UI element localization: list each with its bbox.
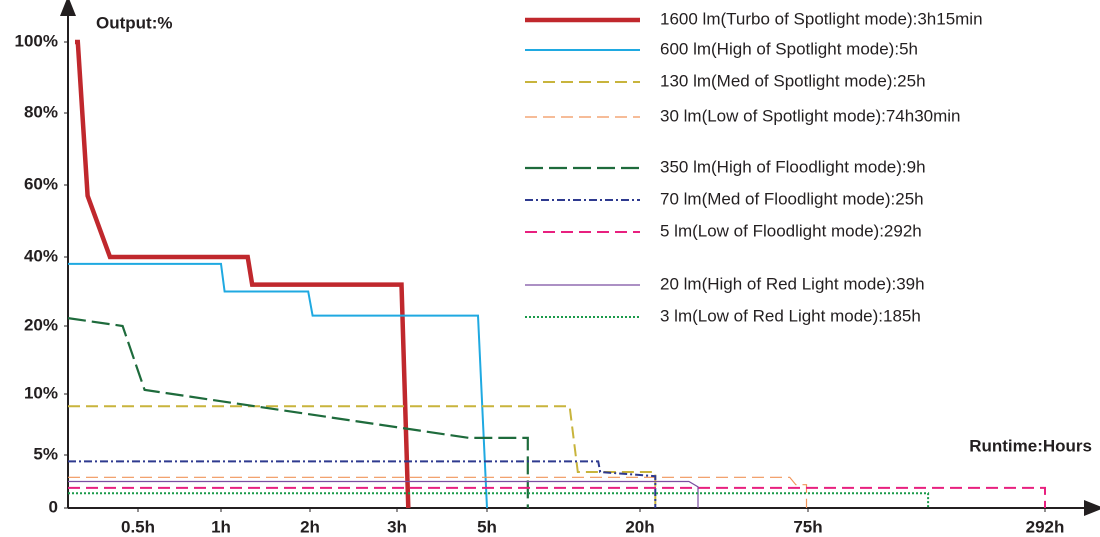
x-tick-label: 1h xyxy=(211,517,231,536)
series-line xyxy=(68,476,808,508)
legend-label: 1600 lm(Turbo of Spotlight mode):3h15min xyxy=(660,9,983,28)
legend-label: 130 lm(Med of Spotlight mode):25h xyxy=(660,71,926,90)
y-tick-label: 0 xyxy=(49,497,58,516)
x-tick-label: 20h xyxy=(625,517,654,536)
y-tick-label: 20% xyxy=(24,315,58,334)
x-tick-label: 292h xyxy=(1026,517,1065,536)
legend-label: 5 lm(Low of Floodlight mode):292h xyxy=(660,221,922,240)
x-tick-label: 0.5h xyxy=(121,517,155,536)
y-tick-label: 5% xyxy=(33,444,58,463)
x-tick-label: 3h xyxy=(387,517,407,536)
y-tick-label: 60% xyxy=(24,174,58,193)
x-tick-label: 5h xyxy=(477,517,497,536)
series-line xyxy=(68,480,699,508)
y-tick-label: 40% xyxy=(24,246,58,265)
legend-label: 350 lm(High of Floodlight mode):9h xyxy=(660,157,926,176)
series-line xyxy=(67,317,529,508)
legend-label: 600 lm(High of Spotlight mode):5h xyxy=(660,39,918,58)
x-axis-label: Runtime:Hours xyxy=(969,436,1092,455)
legend-label: 3 lm(Low of Red Light mode):185h xyxy=(660,306,921,325)
series-line xyxy=(68,460,657,508)
x-tick-label: 2h xyxy=(300,517,320,536)
legend-label: 70 lm(Med of Floodlight mode):25h xyxy=(660,189,924,208)
series-line xyxy=(68,486,1046,508)
y-axis-label: Output:% xyxy=(96,13,172,32)
series-line xyxy=(68,492,930,508)
series-line xyxy=(75,39,411,509)
y-tick-label: 100% xyxy=(15,31,58,50)
series-line xyxy=(68,262,488,509)
x-tick-label: 75h xyxy=(793,517,822,536)
y-tick-label: 80% xyxy=(24,102,58,121)
legend-label: 30 lm(Low of Spotlight mode):74h30min xyxy=(660,106,961,125)
legend-label: 20 lm(High of Red Light mode):39h xyxy=(660,274,925,293)
y-tick-label: 10% xyxy=(24,383,58,402)
